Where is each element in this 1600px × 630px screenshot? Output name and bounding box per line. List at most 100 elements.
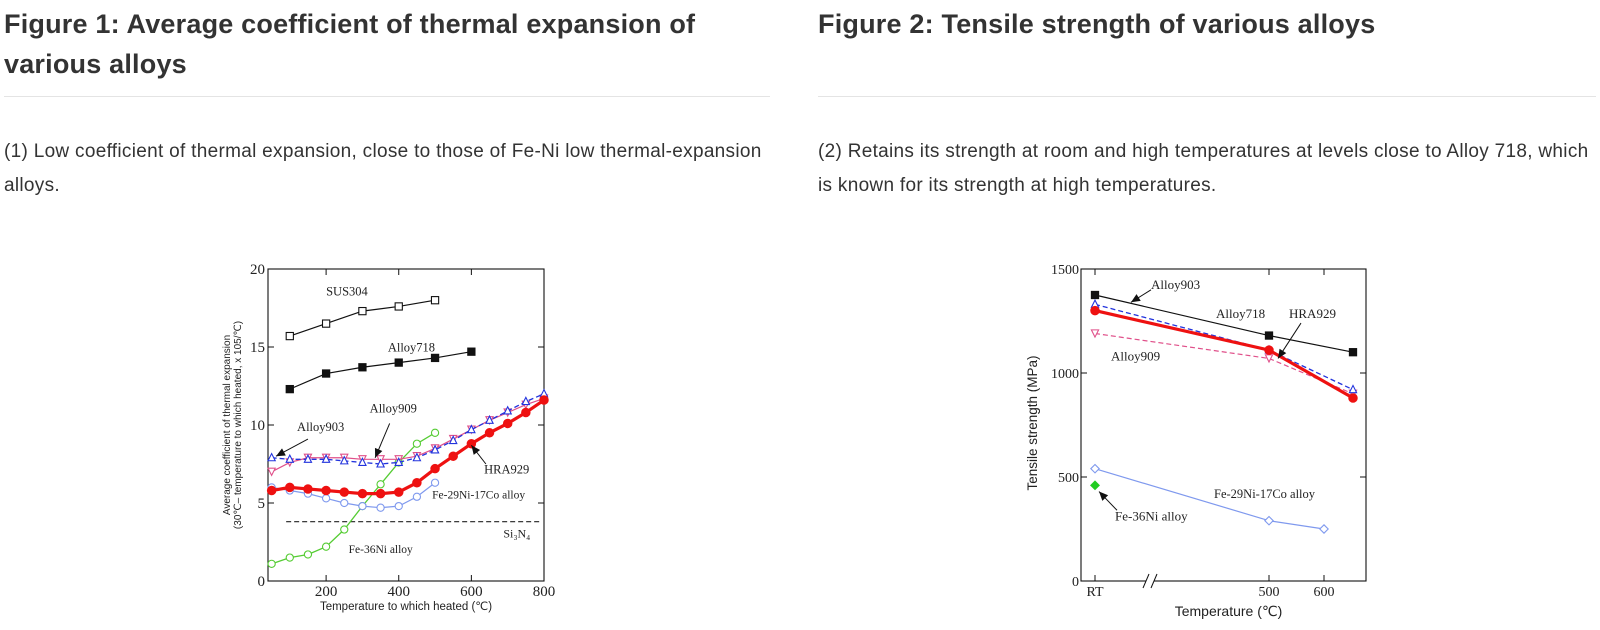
point-fe-36ni-alloy xyxy=(303,550,313,559)
x-tick-label: 800 xyxy=(533,584,556,600)
series-fe-36ni-alloy xyxy=(1090,480,1100,491)
label-alloy903: Alloy903 xyxy=(297,420,344,434)
series-line-alloy718 xyxy=(1094,294,1354,353)
point-fe-29ni-17co-alloy xyxy=(412,492,422,501)
point-alloy903 xyxy=(376,458,386,468)
point-fe-36ni-alloy xyxy=(340,525,349,534)
point-alloy718 xyxy=(467,347,476,356)
point-hra929 xyxy=(521,407,531,418)
y-tick-label: 20 xyxy=(250,262,265,278)
point-hra929 xyxy=(448,451,458,461)
x-axis-label: Temperature (℃) xyxy=(1175,603,1283,619)
y-tick-label: 10 xyxy=(250,418,265,434)
label-fe36ni: Fe-36Ni alloy xyxy=(1115,509,1188,524)
series-line-alloy909 xyxy=(1094,332,1354,395)
point-fe-29ni-17co-alloy xyxy=(321,494,331,503)
figure1-title: Figure 1: Average coefficient of thermal… xyxy=(4,9,696,79)
point-alloy909 xyxy=(1264,354,1274,364)
point-alloy903 xyxy=(1348,384,1358,394)
point-hra929 xyxy=(502,418,513,429)
label-fe29ni17co: Fe-29Ni-17Co alloy xyxy=(1214,487,1316,501)
point-alloy903 xyxy=(394,457,404,466)
figure1-description: (1) Low coefficient of thermal expansion… xyxy=(4,141,762,196)
point-fe-29ni-17co-alloy xyxy=(340,498,349,508)
y-axis-label: Average coefficient of thermal expansion… xyxy=(222,321,244,529)
point-alloy903 xyxy=(485,414,495,424)
label-hra929: HRA929 xyxy=(1289,306,1336,321)
label-fe36ni: Fe-36Ni alloy xyxy=(349,544,413,556)
series-alloy718 xyxy=(1090,290,1358,357)
point-fe-36ni-alloy xyxy=(321,542,331,551)
x-tick-label: 600 xyxy=(460,584,483,600)
point-alloy718 xyxy=(321,369,331,378)
point-alloy718 xyxy=(1090,290,1100,300)
point-alloy903 xyxy=(430,444,440,454)
point-alloy718 xyxy=(358,363,367,372)
point-alloy903 xyxy=(303,453,313,463)
series-hra929 xyxy=(266,395,549,499)
arrow-alloy903-head xyxy=(1131,294,1141,303)
y-tick-label: 15 xyxy=(250,340,265,356)
point-alloy903 xyxy=(339,455,349,465)
point-hra929 xyxy=(484,428,495,438)
thermal-expansion-chart: 0 5 10 15 20 200 400 600 800 Temperature to which… xyxy=(222,262,556,613)
arrow-alloy909-head xyxy=(374,447,383,458)
y-tick-label: 5 xyxy=(258,496,266,512)
label-alloy718: Alloy718 xyxy=(388,341,435,355)
point-fe-29ni-17co-alloy xyxy=(1090,463,1100,474)
x-axis-label: Temperature to which heated (℃) xyxy=(320,601,492,613)
label-alloy903: Alloy903 xyxy=(1151,277,1200,292)
point-hra929 xyxy=(412,477,422,488)
point-hra929 xyxy=(375,488,386,499)
y-axis-label-group: Tensile strength (MPa) xyxy=(1025,355,1040,490)
point-hra929 xyxy=(266,485,277,496)
point-fe-29ni-17co-alloy xyxy=(1264,515,1274,526)
y-axis-label-line2: (30℃– temperature to which heated, x 105… xyxy=(233,321,244,529)
label-si3n4: Si₃N₄ xyxy=(503,526,530,540)
y-tick-label: 500 xyxy=(1058,471,1079,486)
point-alloy718 xyxy=(285,384,294,394)
series-line-sus304 xyxy=(289,299,436,337)
point-hra929 xyxy=(466,438,477,449)
point-sus304 xyxy=(321,319,331,328)
y-axis-label: Tensile strength (MPa) xyxy=(1025,355,1040,490)
point-hra929 xyxy=(430,463,440,474)
figure2-section: Figure 2: Tensile strength of various al… xyxy=(818,0,1596,196)
point-fe-29ni-17co-alloy xyxy=(358,501,367,511)
point-hra929 xyxy=(1348,393,1358,403)
point-alloy718 xyxy=(430,353,440,363)
label-sus304: SUS304 xyxy=(326,285,368,299)
x-tick-label: RT xyxy=(1086,585,1103,600)
point-alloy903 xyxy=(521,396,531,406)
point-alloy903 xyxy=(503,405,513,415)
y-tick-label: 1500 xyxy=(1051,263,1079,278)
axis-break-gap xyxy=(1146,575,1154,587)
series-line-alloy718 xyxy=(289,351,472,390)
point-fe-36ni-alloy xyxy=(430,428,440,437)
point-alloy909 xyxy=(267,467,277,477)
figure1-section: Figure 1: Average coefficient of thermal… xyxy=(4,0,770,196)
point-fe-29ni-17co-alloy xyxy=(376,503,385,512)
label-alloy718: Alloy718 xyxy=(1216,306,1265,321)
point-hra929 xyxy=(303,484,313,494)
tensile-strength-chart: 0 500 1000 1500 RT 500 600 Temperature (℃) Tensi… xyxy=(1025,263,1367,619)
point-alloy718 xyxy=(394,358,403,367)
point-hra929 xyxy=(1264,345,1274,355)
y-tick-label: 0 xyxy=(258,574,266,590)
point-hra929 xyxy=(1090,305,1100,316)
point-fe-29ni-17co-alloy xyxy=(394,501,403,511)
axis-break-mark xyxy=(1142,573,1150,589)
series-fe-29ni-17co-alloy xyxy=(1090,463,1329,534)
figure2-description: (2) Retains its strength at room and hig… xyxy=(818,141,1589,196)
y-tick-label: 1000 xyxy=(1051,367,1079,382)
series-line-hra929 xyxy=(271,398,545,496)
point-hra929 xyxy=(539,395,549,405)
point-hra929 xyxy=(393,487,404,497)
point-alloy718 xyxy=(1264,331,1274,340)
x-tick-label: 400 xyxy=(387,584,410,600)
point-fe-29ni-17co-alloy xyxy=(430,478,440,487)
series-alloy903 xyxy=(267,388,549,468)
x-tick-label: 200 xyxy=(315,584,338,600)
figure1-divider xyxy=(4,96,770,97)
point-alloy903 xyxy=(466,424,476,434)
